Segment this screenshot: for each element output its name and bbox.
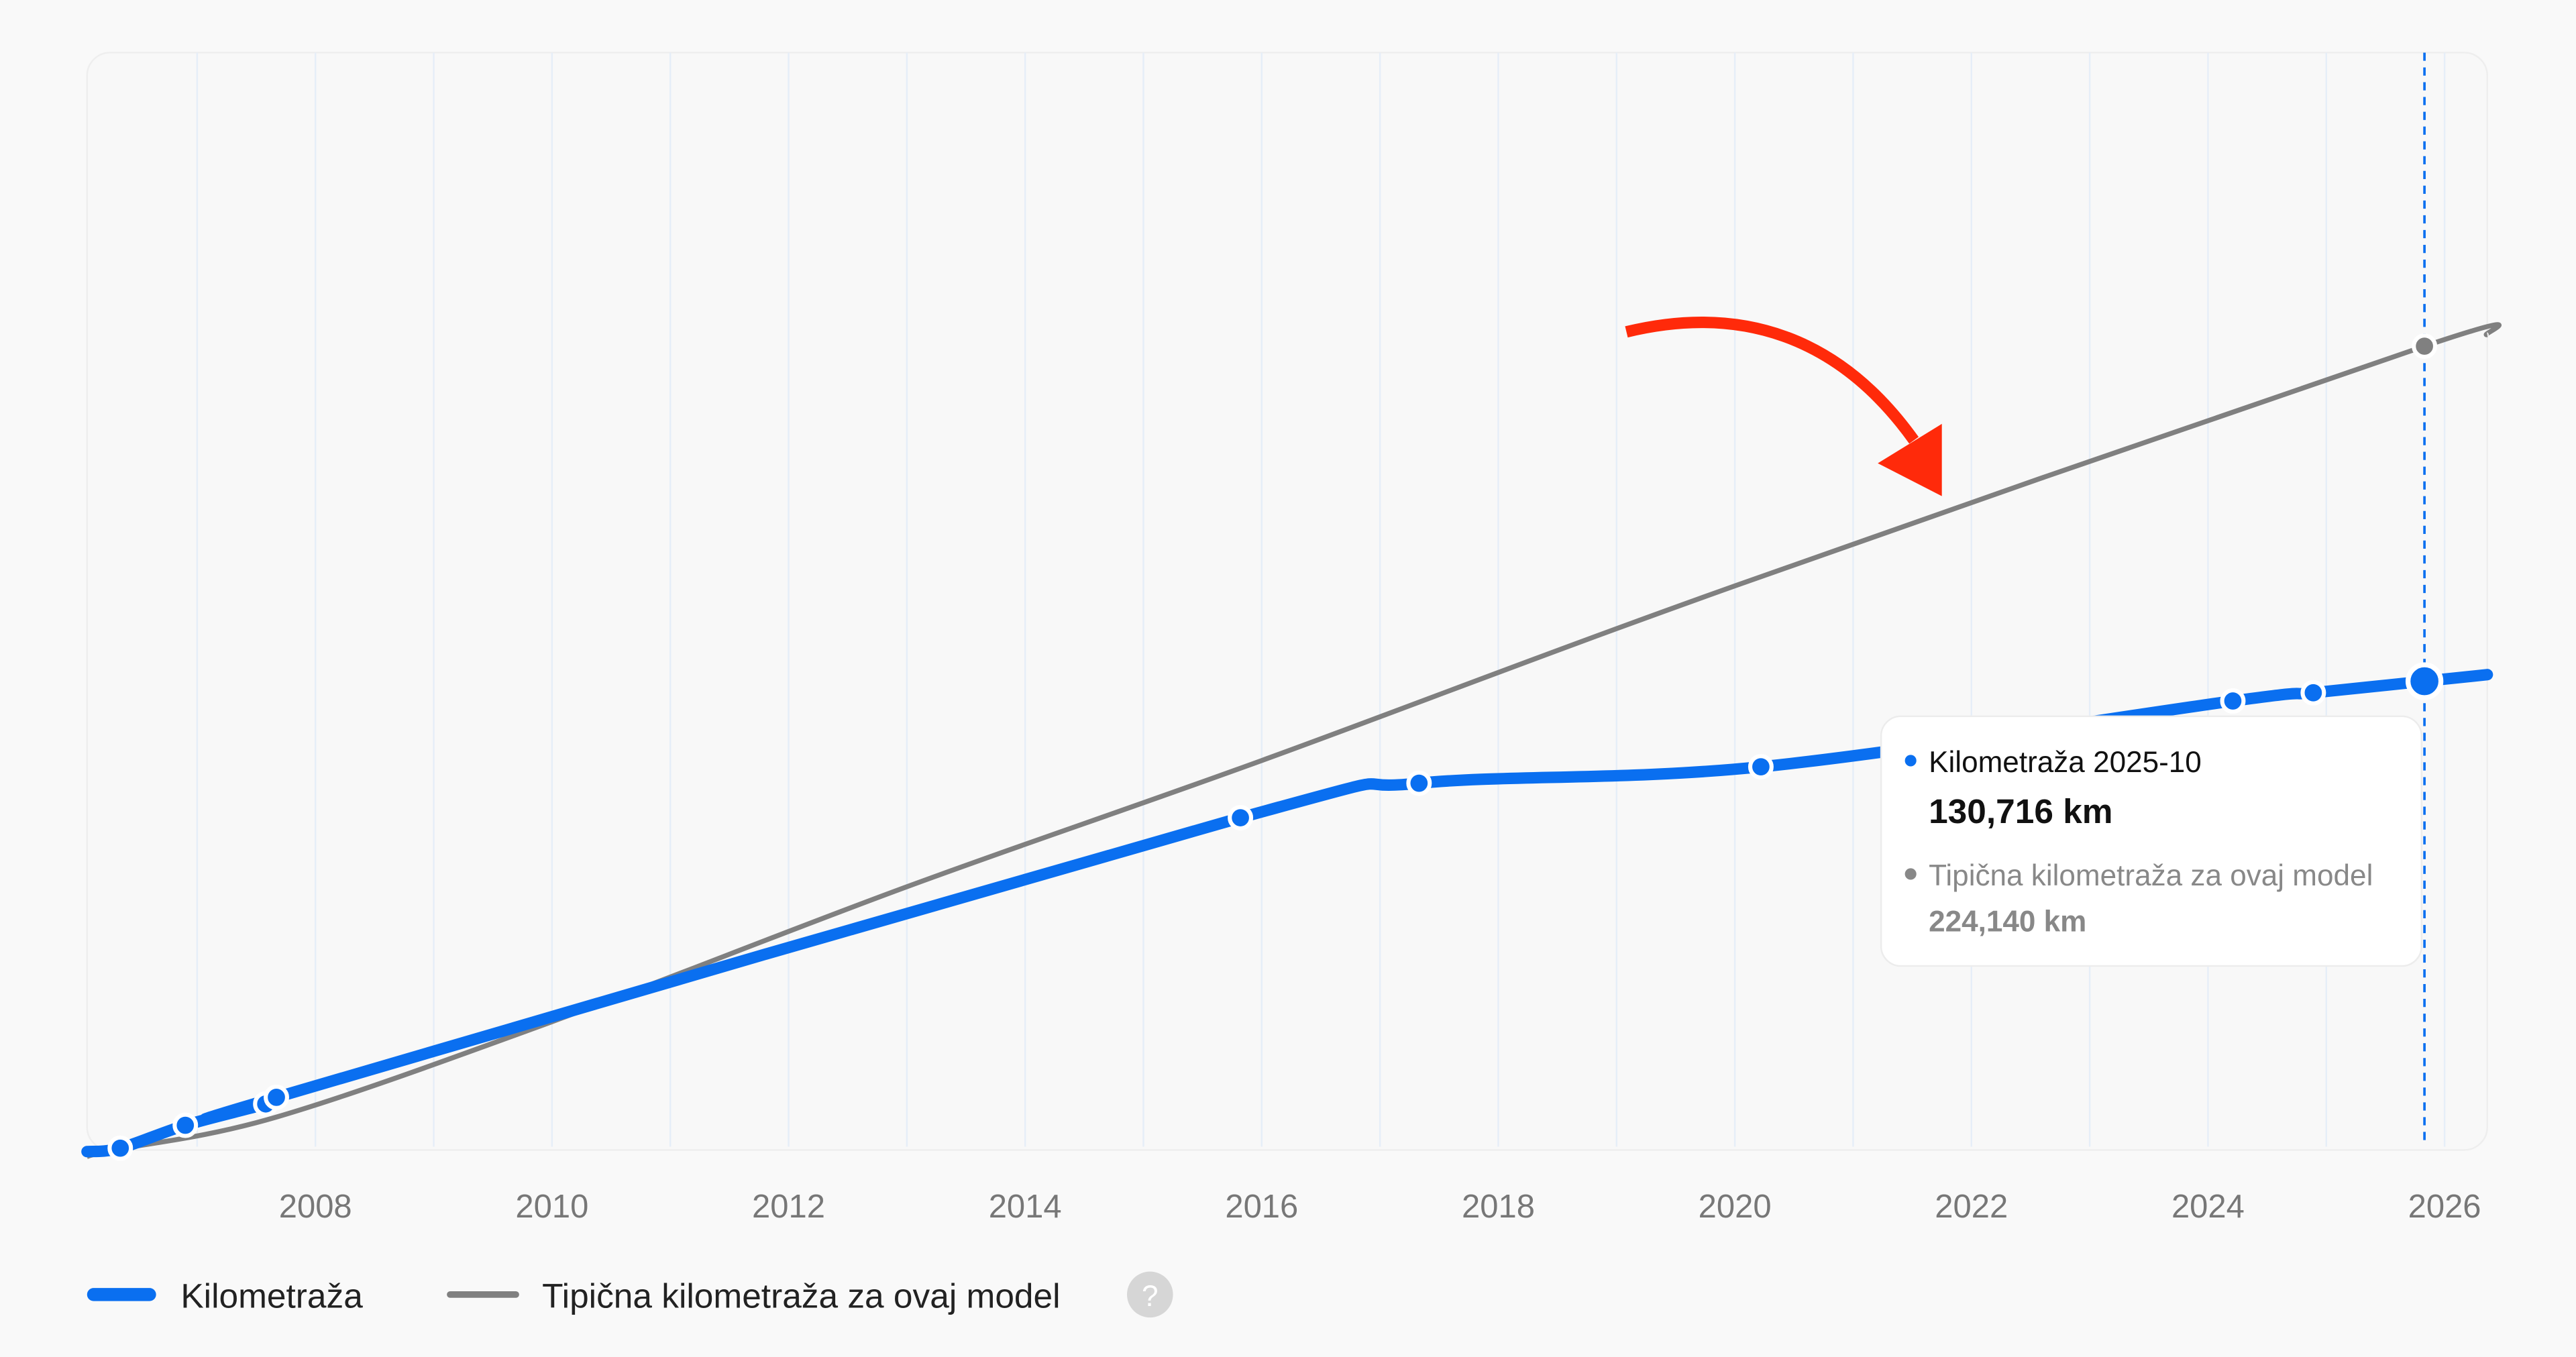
mileage-point (1228, 805, 1254, 831)
x-tick-label: 2020 (1699, 1189, 1772, 1225)
x-tick-label: 2018 (1462, 1189, 1535, 1225)
tooltip-secondary-label: Tipična kilometraža za ovaj model (1929, 859, 2373, 892)
plot-background (86, 52, 2488, 1151)
mileage-point (1748, 754, 1774, 780)
x-tick-label: 2010 (515, 1189, 588, 1225)
x-tick-label: 2016 (1225, 1189, 1298, 1225)
svg-text:?: ? (1142, 1280, 1159, 1313)
legend-label-mileage: Kilometraža (180, 1276, 363, 1315)
tooltip-value: 130,716 km (1929, 792, 2112, 830)
red-arrow-annotation (1625, 317, 1942, 496)
mileage-point (2220, 688, 2246, 714)
mileage-point (107, 1135, 133, 1161)
x-tick-label: 2026 (2408, 1189, 2481, 1225)
x-tick-label: 2014 (989, 1189, 1062, 1225)
x-tick-label: 2008 (279, 1189, 352, 1225)
legend-item-typical[interactable]: Tipična kilometraža za ovaj model (447, 1276, 1061, 1315)
x-tick-label: 2022 (1935, 1189, 2008, 1225)
mileage-point (1406, 770, 1432, 796)
mileage-point (2405, 662, 2444, 700)
typical-mileage-line (86, 322, 2502, 1159)
mileage-point (264, 1084, 289, 1110)
typical-mileage-point (2412, 333, 2438, 360)
tooltip: Kilometraža 2025-10 130,716 km Tipična k… (1880, 715, 2423, 967)
legend-label-typical: Tipična kilometraža za ovaj model (542, 1276, 1060, 1315)
help-icon[interactable]: ? (1127, 1271, 1173, 1318)
mileage-point (2300, 680, 2326, 706)
x-tick-label: 2012 (752, 1189, 825, 1225)
x-tick-label: 2024 (2171, 1189, 2245, 1225)
tooltip-secondary-value: 224,140 km (1929, 906, 2086, 938)
legend-item-mileage[interactable]: Kilometraža (87, 1276, 364, 1315)
legend: Kilometraža Tipična kilometraža za ovaj … (87, 1271, 1173, 1318)
mileage-point (172, 1112, 199, 1138)
tooltip-title: Kilometraža 2025-10 (1929, 746, 2202, 779)
